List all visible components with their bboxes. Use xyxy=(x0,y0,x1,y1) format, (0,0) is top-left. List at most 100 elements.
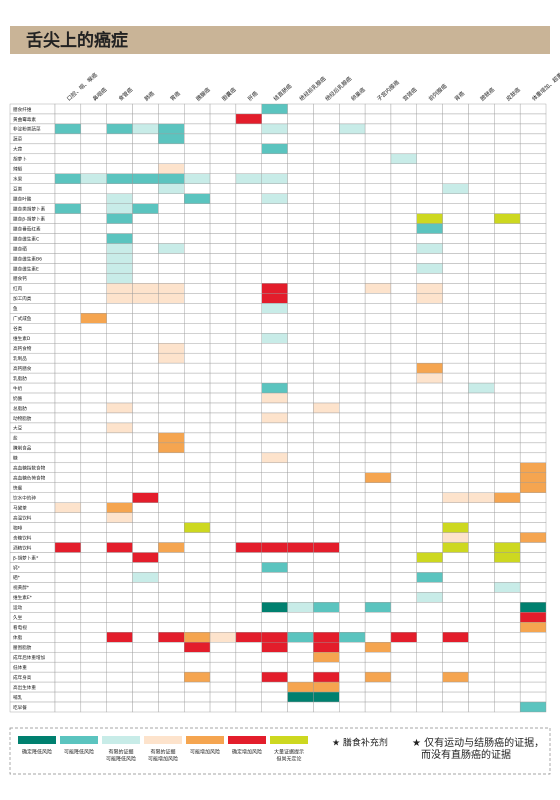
cell xyxy=(106,452,133,464)
cell xyxy=(339,352,366,364)
cell xyxy=(416,691,443,703)
cell xyxy=(235,313,262,324)
cell xyxy=(235,572,262,583)
cell xyxy=(390,522,417,533)
cell xyxy=(442,542,469,553)
cell xyxy=(442,422,469,434)
cell xyxy=(442,352,469,364)
cell xyxy=(442,622,469,633)
cell xyxy=(468,502,495,513)
cell xyxy=(364,352,392,364)
cell xyxy=(106,263,133,274)
cell xyxy=(209,303,237,314)
cell xyxy=(494,203,521,214)
cell xyxy=(80,462,107,473)
cell xyxy=(287,293,314,304)
cell xyxy=(235,193,262,204)
cell xyxy=(313,392,340,404)
cell xyxy=(519,671,547,683)
cell xyxy=(184,233,211,244)
cell xyxy=(494,432,521,444)
cell xyxy=(54,223,82,234)
cell xyxy=(132,323,159,334)
cell xyxy=(158,542,185,553)
cell xyxy=(106,233,133,244)
cell xyxy=(519,622,547,633)
cell xyxy=(80,492,107,503)
cell xyxy=(132,622,159,633)
cell xyxy=(339,113,366,125)
cell xyxy=(364,343,392,354)
cell xyxy=(442,233,469,244)
cell xyxy=(235,333,262,344)
cell xyxy=(158,163,185,174)
cell xyxy=(235,352,262,364)
cell xyxy=(390,273,417,284)
cell xyxy=(261,343,288,354)
cell xyxy=(519,482,547,493)
cell xyxy=(80,632,107,643)
title-bar xyxy=(10,26,550,54)
cell xyxy=(54,482,82,493)
cell xyxy=(519,313,547,324)
cell xyxy=(390,452,417,464)
cell xyxy=(339,253,366,264)
column-header: 结直肠癌 xyxy=(272,82,294,103)
cell xyxy=(313,472,340,483)
cell xyxy=(54,333,82,344)
row-label: 红肉 xyxy=(13,285,23,292)
cell xyxy=(158,253,185,264)
cell xyxy=(158,113,185,125)
cell xyxy=(364,173,392,184)
row-label: 加工肉类 xyxy=(13,295,32,302)
cell xyxy=(416,183,443,194)
cell xyxy=(158,103,185,115)
cell xyxy=(416,642,443,653)
cell xyxy=(209,612,237,623)
row-label: 乳脂肪 xyxy=(13,375,27,382)
note: 而没有直肠癌的证据 xyxy=(421,748,511,761)
cell xyxy=(416,293,443,304)
cell xyxy=(287,113,314,125)
cell xyxy=(209,412,237,424)
cell xyxy=(390,362,417,374)
cell xyxy=(313,412,340,424)
cell xyxy=(106,352,133,364)
cell xyxy=(132,582,159,593)
cell xyxy=(106,661,133,673)
column-header: 肾癌 xyxy=(453,89,467,103)
cell xyxy=(313,651,340,663)
cell xyxy=(364,422,392,434)
cell xyxy=(416,283,443,294)
cell xyxy=(494,293,521,304)
cell xyxy=(132,452,159,464)
cell xyxy=(468,442,495,454)
cell xyxy=(519,701,547,713)
cell xyxy=(261,671,288,683)
cell xyxy=(390,642,417,653)
cell xyxy=(390,263,417,274)
cell xyxy=(209,333,237,344)
cell xyxy=(209,193,237,204)
cell xyxy=(390,392,417,404)
cell xyxy=(132,223,159,234)
cell xyxy=(261,323,288,334)
cell xyxy=(158,522,185,533)
legend-swatch xyxy=(186,736,224,744)
cell xyxy=(80,203,107,214)
cell xyxy=(209,701,237,713)
cell xyxy=(209,103,237,115)
cell xyxy=(235,183,262,194)
cell xyxy=(442,482,469,493)
cell xyxy=(158,452,185,464)
cell xyxy=(261,622,288,633)
cell xyxy=(287,223,314,234)
cell xyxy=(184,382,211,394)
cell xyxy=(313,681,340,693)
cell xyxy=(209,203,237,214)
cell xyxy=(184,452,211,464)
cell xyxy=(468,632,495,643)
cell xyxy=(80,691,107,703)
cell xyxy=(416,243,443,254)
cell xyxy=(80,392,107,404)
